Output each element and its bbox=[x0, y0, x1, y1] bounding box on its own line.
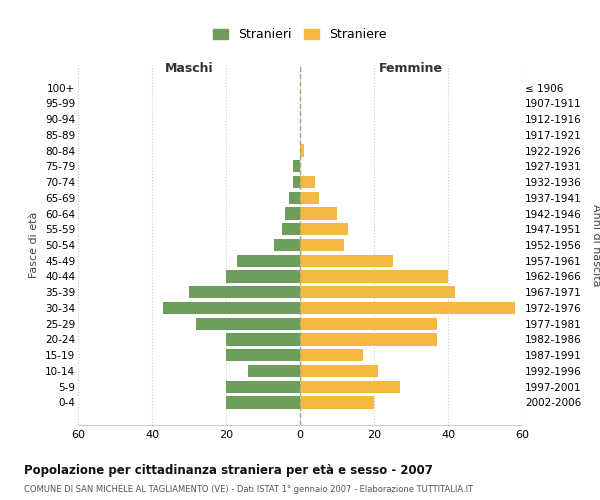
Bar bbox=[293, 160, 300, 172]
Bar bbox=[300, 302, 515, 314]
Bar bbox=[300, 318, 437, 330]
Bar bbox=[300, 334, 437, 345]
Text: Maschi: Maschi bbox=[164, 62, 214, 75]
Bar bbox=[281, 223, 300, 235]
Bar bbox=[196, 318, 300, 330]
Bar bbox=[226, 334, 300, 345]
Text: Femmine: Femmine bbox=[379, 62, 443, 75]
Bar bbox=[300, 286, 455, 298]
Bar bbox=[300, 396, 374, 408]
Bar bbox=[300, 270, 448, 282]
Bar bbox=[226, 396, 300, 408]
Bar bbox=[289, 192, 300, 204]
Text: COMUNE DI SAN MICHELE AL TAGLIAMENTO (VE) - Dati ISTAT 1° gennaio 2007 - Elabora: COMUNE DI SAN MICHELE AL TAGLIAMENTO (VE… bbox=[24, 485, 473, 494]
Y-axis label: Fasce di età: Fasce di età bbox=[29, 212, 40, 278]
Bar bbox=[285, 208, 300, 220]
Bar bbox=[300, 208, 337, 220]
Bar bbox=[163, 302, 300, 314]
Bar bbox=[300, 365, 378, 377]
Bar bbox=[300, 176, 315, 188]
Y-axis label: Anni di nascita: Anni di nascita bbox=[591, 204, 600, 286]
Bar bbox=[300, 192, 319, 204]
Bar bbox=[300, 223, 348, 235]
Bar bbox=[226, 349, 300, 362]
Bar bbox=[293, 176, 300, 188]
Bar bbox=[248, 365, 300, 377]
Bar bbox=[300, 144, 304, 156]
Legend: Stranieri, Straniere: Stranieri, Straniere bbox=[209, 24, 391, 45]
Text: Popolazione per cittadinanza straniera per età e sesso - 2007: Popolazione per cittadinanza straniera p… bbox=[24, 464, 433, 477]
Bar bbox=[226, 270, 300, 282]
Bar bbox=[189, 286, 300, 298]
Bar bbox=[237, 254, 300, 267]
Bar bbox=[274, 239, 300, 251]
Bar bbox=[300, 349, 363, 362]
Bar bbox=[300, 254, 392, 267]
Bar bbox=[300, 380, 400, 393]
Bar bbox=[226, 380, 300, 393]
Bar bbox=[300, 239, 344, 251]
